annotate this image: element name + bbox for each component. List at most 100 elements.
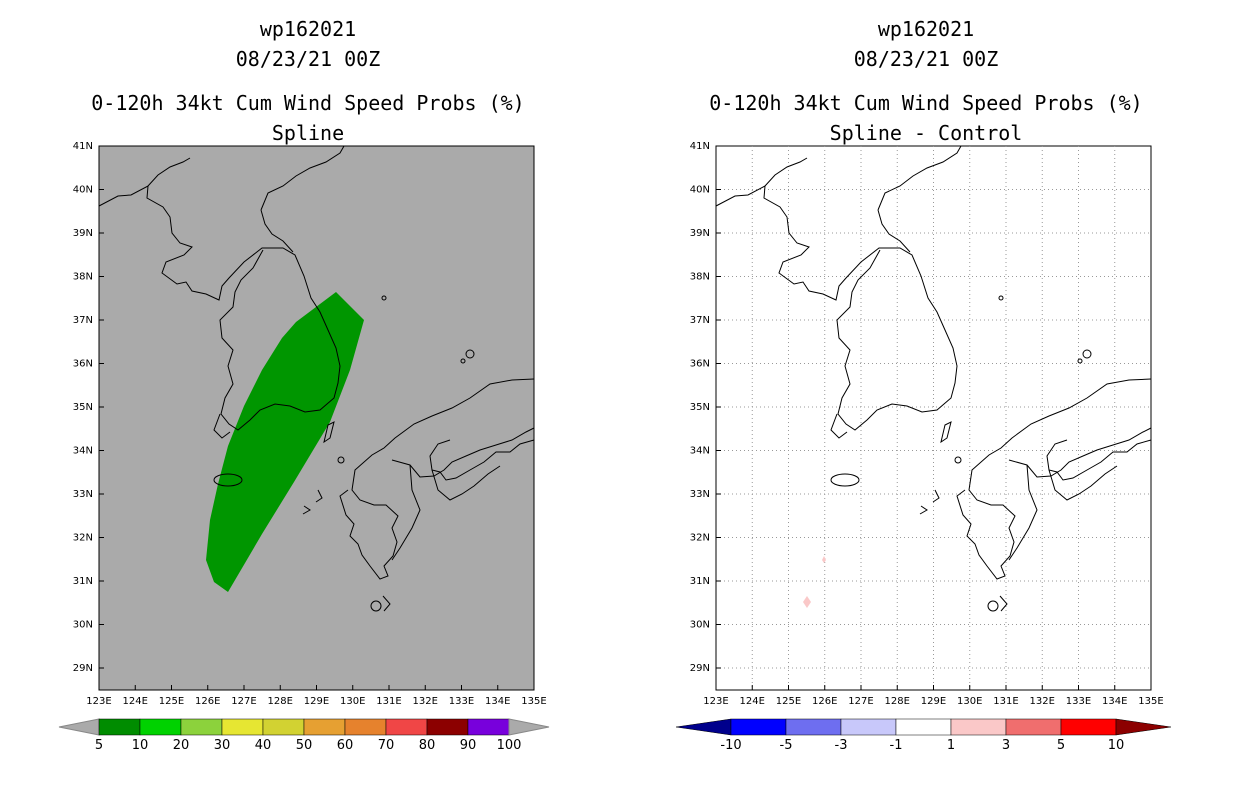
lat-label: 40N [690, 185, 710, 196]
colorbar-label: 50 [296, 738, 313, 753]
colorbar-swatch [344, 718, 387, 736]
lat-label: 35N [73, 402, 93, 413]
colorbar-label: -3 [835, 738, 848, 753]
right-map: 41N40N39N38N37N36N35N34N33N32N31N30N29N … [675, 141, 1172, 753]
lat-label: 29N [73, 663, 93, 674]
colorbar-swatch [467, 718, 510, 736]
lon-label: 135E [521, 696, 546, 707]
colorbar-label: -5 [780, 738, 793, 753]
lat-label: 32N [73, 533, 93, 544]
lon-label: 123E [86, 696, 111, 707]
colorbar-swatch [262, 718, 305, 736]
lon-label: 130E [340, 696, 365, 707]
colorbar-label: -1 [890, 738, 903, 753]
left-lat-labels: 41N 40N 39N 38N 37N 36N 35N 34N 33N 32N 31N 30N 29N [73, 141, 104, 674]
right-lat-labels: 41N 40N 39N 38N 37N 36N 35N 34N 33N 32N 31N 30N 29N [690, 141, 721, 674]
left-title-method: Spline [271, 121, 345, 145]
lon-label: 133E [449, 696, 474, 707]
lat-label: 31N [690, 576, 710, 587]
lat-label: 29N [690, 663, 710, 674]
lon-label: 127E [231, 696, 256, 707]
colorbar-swatch [385, 718, 428, 736]
lat-label: 34N [690, 446, 710, 457]
probability-swath [206, 292, 364, 592]
lon-label: 131E [993, 696, 1018, 707]
difference-spot-small [822, 556, 826, 563]
lat-label: 36N [690, 359, 710, 370]
lon-label: 127E [848, 696, 873, 707]
colorbar-label: 90 [460, 738, 477, 753]
colorbar-label: 20 [173, 738, 190, 753]
right-title-product: 0-120h 34kt Cum Wind Speed Probs (%) [709, 91, 1143, 115]
lon-label: 131E [376, 696, 401, 707]
lat-label: 40N [73, 185, 93, 196]
colorbar-label: 3 [1002, 738, 1010, 753]
colorbar-label: 40 [255, 738, 272, 753]
colorbar-label: 30 [214, 738, 231, 753]
colorbar-swatch [840, 718, 897, 736]
lon-label: 134E [1102, 696, 1127, 707]
lat-label: 38N [73, 272, 93, 283]
lon-label: 135E [1138, 696, 1163, 707]
lat-label: 39N [73, 228, 93, 239]
colorbar-swatch [785, 718, 842, 736]
colorbar-under-arrow [58, 718, 100, 736]
colorbar-swatch [426, 718, 469, 736]
colorbar-over-arrow [1115, 718, 1172, 736]
left-panel-title: wp162021 08/23/21 00Z 0-120h 34kt Cum Wi… [58, 14, 558, 148]
lat-label: 35N [690, 402, 710, 413]
lat-label: 30N [73, 620, 93, 631]
lat-label: 41N [73, 141, 93, 152]
colorbar-label: 70 [378, 738, 395, 753]
lat-label: 37N [690, 315, 710, 326]
right-lon-labels: 123E 124E 125E 126E 127E 128E 129E 130E 131E 132E… [703, 685, 1164, 707]
left-lon-labels: 123E 124E 125E 126E 127E 128E 129E 130E 131E 132E… [86, 685, 547, 707]
lat-label: 38N [690, 272, 710, 283]
right-panel-title: wp162021 08/23/21 00Z 0-120h 34kt Cum Wi… [676, 14, 1176, 148]
lon-label: 130E [957, 696, 982, 707]
right-title-date: 08/23/21 00Z [853, 47, 999, 71]
lat-label: 33N [690, 489, 710, 500]
colorbar-swatch [180, 718, 223, 736]
colorbar-swatch [1060, 718, 1117, 736]
lon-label: 124E [123, 696, 148, 707]
lat-label: 31N [73, 576, 93, 587]
colorbar-label: 10 [1108, 738, 1125, 753]
colorbar-label: 5 [1057, 738, 1065, 753]
left-colorbar: 5 10 20 30 40 50 60 70 80 90 100 [58, 718, 550, 753]
left-title-product: 0-120h 34kt Cum Wind Speed Probs (%) [91, 91, 525, 115]
lon-label: 125E [776, 696, 801, 707]
lon-label: 133E [1066, 696, 1091, 707]
colorbar-swatch [1005, 718, 1062, 736]
right-title-storm: wp162021 [877, 17, 975, 41]
colorbar-label: 100 [497, 738, 522, 753]
left-title-storm: wp162021 [259, 17, 357, 41]
lon-label: 132E [413, 696, 438, 707]
lon-label: 129E [921, 696, 946, 707]
lat-label: 36N [73, 359, 93, 370]
lon-label: 126E [195, 696, 220, 707]
colorbar-swatch [303, 718, 346, 736]
colorbar-swatch [139, 718, 182, 736]
left-map: 41N40N39N38N37N36N35N34N33N32N31N30N29N … [58, 141, 550, 753]
lat-label: 32N [690, 533, 710, 544]
lat-label: 37N [73, 315, 93, 326]
lon-label: 128E [268, 696, 293, 707]
colorbar-label: -10 [720, 738, 741, 753]
colorbar-swatch [98, 718, 141, 736]
colorbar-label: 1 [947, 738, 955, 753]
lon-label: 125E [159, 696, 184, 707]
colorbar-label: 5 [95, 738, 103, 753]
lon-label: 123E [703, 696, 728, 707]
left-title-date: 08/23/21 00Z [235, 47, 381, 71]
lon-label: 134E [485, 696, 510, 707]
right-title-method: Spline - Control [829, 121, 1023, 145]
lon-label: 132E [1030, 696, 1055, 707]
lat-label: 41N [690, 141, 710, 152]
lon-label: 128E [885, 696, 910, 707]
right-colorbar: -10 -5 -3 -1 1 3 5 10 [675, 718, 1172, 753]
lon-label: 129E [304, 696, 329, 707]
lat-label: 33N [73, 489, 93, 500]
lat-label: 30N [690, 620, 710, 631]
